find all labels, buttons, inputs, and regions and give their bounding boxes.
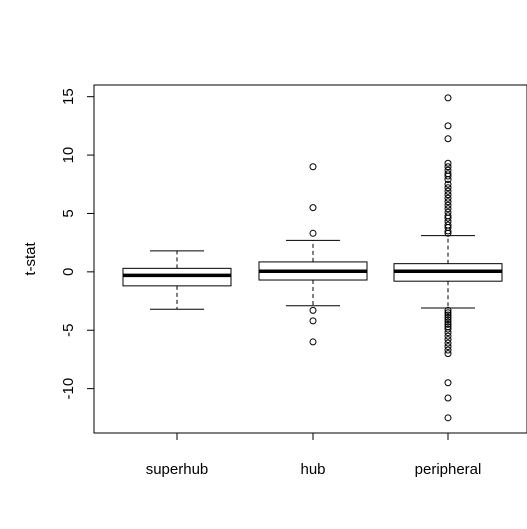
outlier-point: [444, 309, 452, 317]
outlier-point: [309, 163, 317, 171]
outlier-point: [444, 346, 452, 354]
y-tick-label: 0: [60, 268, 77, 276]
y-tick-label: -10: [60, 378, 77, 400]
outlier-point: [444, 205, 452, 213]
y-tick-label: -5: [60, 324, 77, 337]
iqr-box: [122, 267, 232, 287]
outlier-point: [444, 343, 452, 351]
outlier-point: [444, 201, 452, 209]
y-tick-label: 5: [60, 209, 77, 217]
outlier-point: [309, 338, 317, 346]
outlier-point: [444, 332, 452, 340]
outlier-point: [444, 198, 452, 206]
outlier-point: [444, 229, 452, 237]
outlier-point: [444, 336, 452, 344]
outlier-point: [444, 94, 452, 102]
outlier-point: [444, 316, 452, 324]
y-tick-label: 10: [60, 147, 77, 164]
outlier-point: [444, 214, 452, 222]
outlier-point: [444, 187, 452, 195]
outlier-point: [444, 191, 452, 199]
outlier-point: [444, 379, 452, 387]
outlier-point: [444, 194, 452, 202]
outlier-point: [444, 339, 452, 347]
outlier-point: [444, 163, 452, 171]
x-tick-label: hub: [300, 461, 325, 478]
outlier-point: [309, 306, 317, 314]
outlier-point: [309, 317, 317, 325]
x-axis-ticks: superhub hub peripheral: [146, 433, 482, 478]
outlier-point: [444, 414, 452, 422]
outlier-point: [444, 325, 452, 333]
y-axis-ticks: -10 -5 0 5 10 15: [60, 88, 94, 399]
box-hub: [258, 163, 368, 346]
box-superhub: [122, 250, 232, 310]
outlier-point: [444, 159, 452, 167]
plot-frame: [93, 84, 527, 434]
outlier-point: [444, 122, 452, 130]
box-series: [122, 94, 503, 422]
outlier-point: [444, 180, 452, 188]
y-tick-label: 15: [60, 88, 77, 105]
outlier-point: [444, 329, 452, 337]
outlier-point: [444, 227, 452, 235]
outlier-point: [444, 394, 452, 402]
outlier-point: [444, 311, 452, 319]
outlier-point: [444, 176, 452, 184]
outlier-point: [444, 313, 452, 321]
y-axis-label: t-stat: [22, 241, 39, 275]
outlier-point: [444, 320, 452, 328]
outlier-point: [444, 184, 452, 192]
outlier-point: [444, 350, 452, 358]
x-tick-label: peripheral: [415, 461, 482, 478]
outlier-point: [309, 204, 317, 212]
outlier-point: [444, 306, 452, 314]
outlier-point: [444, 135, 452, 143]
outlier-point: [444, 172, 452, 180]
outlier-point: [444, 318, 452, 326]
box-peripheral: [393, 94, 503, 422]
outlier-point: [309, 229, 317, 237]
x-tick-label: superhub: [146, 461, 209, 478]
